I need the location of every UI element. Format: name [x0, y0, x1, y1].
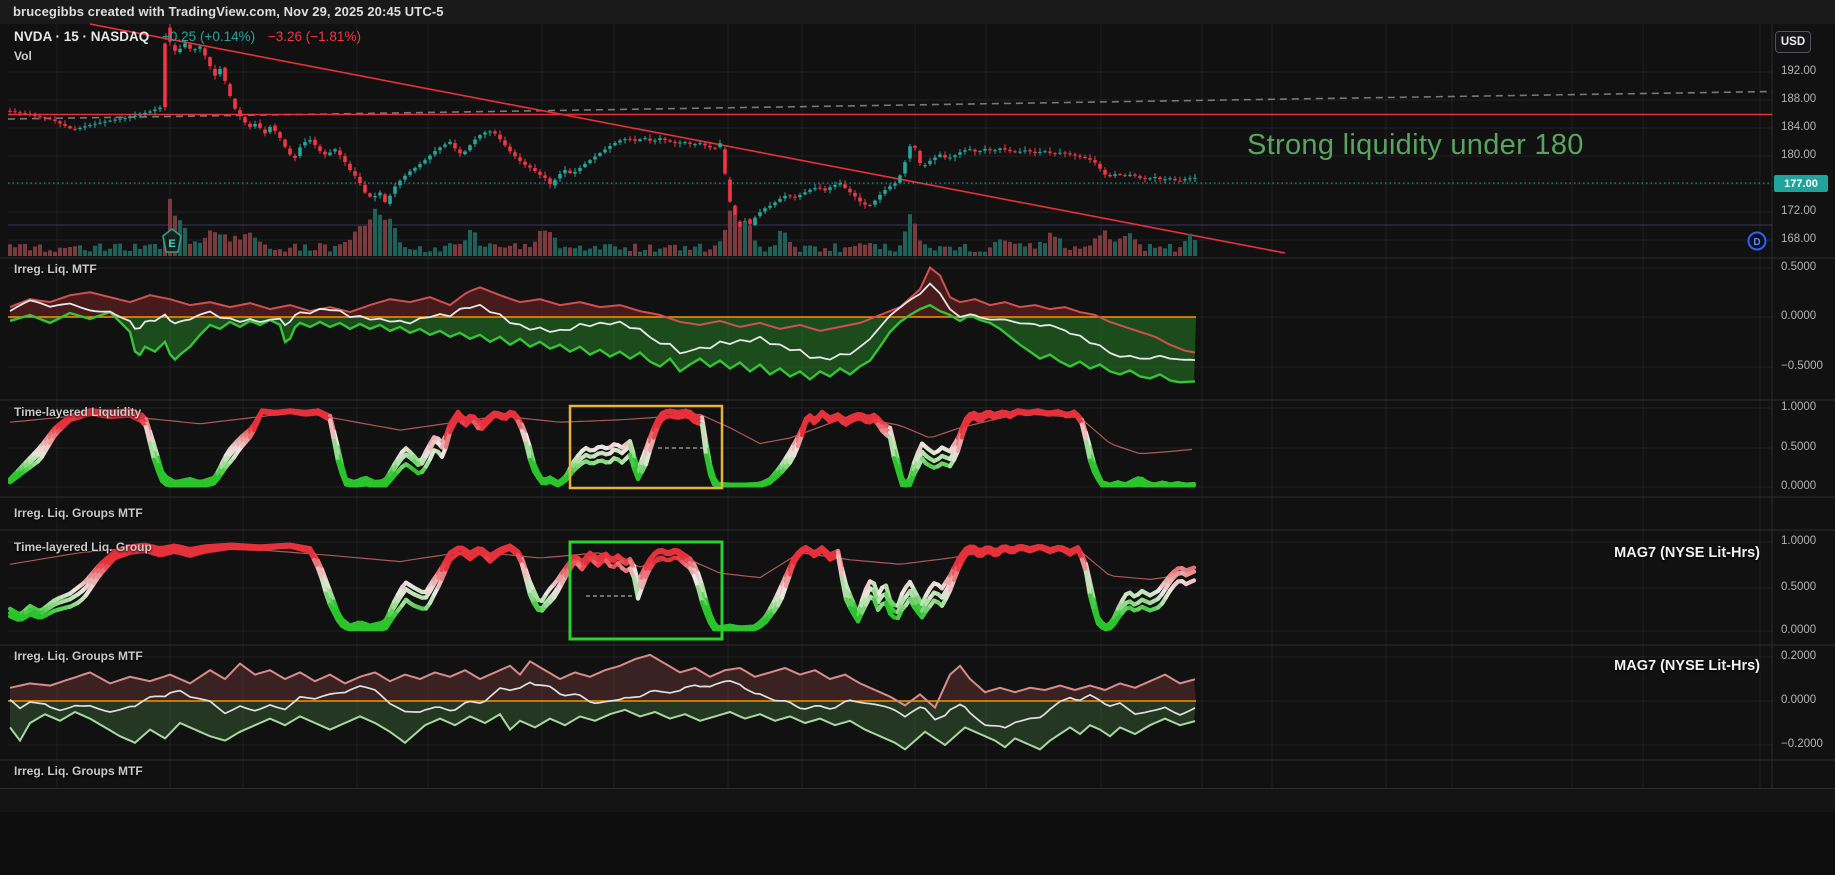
pane-title-irreg-liq-groups-mtf-2[interactable]: Irreg. Liq. Groups MTF: [14, 649, 143, 663]
svg-text:E: E: [168, 238, 175, 250]
price-scale-label: −0.2000: [1781, 738, 1823, 750]
footer-bar: TradingView: [0, 812, 1835, 875]
price-scale-label: 180.00: [1781, 149, 1817, 161]
dividend-marker[interactable]: D: [1747, 231, 1767, 251]
volume-bars: [8, 198, 1197, 256]
current-price-badge: 177.00: [1774, 175, 1828, 192]
symbol-title: NVDA · 15 · NASDAQ: [14, 29, 150, 44]
svg-text:D: D: [1753, 237, 1760, 248]
price-scale-label: 0.5000: [1781, 441, 1817, 453]
group-label-mag7-1: MAG7 (NYSE Lit-Hrs): [1614, 545, 1760, 561]
attribution-text: brucegibbs created with TradingView.com,…: [13, 4, 444, 19]
price-scale-label: −0.5000: [1781, 360, 1823, 372]
day-change: −3.26 (−1.81%): [267, 29, 361, 44]
price-scale-label: 0.5000: [1781, 261, 1817, 273]
volume-study-label[interactable]: Vol: [14, 49, 32, 63]
descending-trendline: [89, 23, 1286, 254]
price-scale-label: 0.0000: [1781, 310, 1817, 322]
symbol-legend[interactable]: NVDA · 15 · NASDAQ +0.25 (+0.14%) −3.26 …: [14, 29, 361, 44]
price-scale-label: 1.0000: [1781, 401, 1817, 413]
session-change: +0.25 (+0.14%): [162, 29, 256, 44]
price-scale-label: 1.0000: [1781, 535, 1817, 547]
price-scale-label: 0.0000: [1781, 480, 1817, 492]
pane-title-irreg-liq-groups-mtf-3[interactable]: Irreg. Liq. Groups MTF: [14, 764, 143, 778]
pane-title-irreg-liq-mtf[interactable]: Irreg. Liq. MTF: [14, 262, 97, 276]
price-scale-label: 0.0000: [1781, 694, 1817, 706]
price-scale-label: 184.00: [1781, 121, 1817, 133]
time-scale[interactable]: 12:002012:002112:002412:002512:002612:00…: [0, 788, 1835, 813]
currency-toggle-button[interactable]: USD: [1775, 31, 1811, 53]
candles: [8, 23, 1197, 231]
pane-title-time-layered-liquidity[interactable]: Time-layered Liquidity: [14, 405, 142, 419]
group-label-mag7-2: MAG7 (NYSE Lit-Hrs): [1614, 658, 1760, 674]
earnings-marker[interactable]: E: [162, 227, 182, 253]
text-drawing-strong-liquidity[interactable]: Strong liquidity under 180: [1247, 129, 1584, 161]
price-scale-label: 0.2000: [1781, 650, 1817, 662]
pane-title-irreg-liq-groups-mtf-1[interactable]: Irreg. Liq. Groups MTF: [14, 506, 143, 520]
yellow-rectangle-drawing[interactable]: [568, 404, 724, 490]
price-scale-label: 188.00: [1781, 93, 1817, 105]
price-scale-label: 168.00: [1781, 233, 1817, 245]
price-scale-label: 192.00: [1781, 65, 1817, 77]
price-scale-label: 0.5000: [1781, 581, 1817, 593]
price-scale-label: 0.0000: [1781, 624, 1817, 636]
pane-title-time-layered-liq-group[interactable]: Time-layered Liq. Group: [14, 540, 152, 554]
attribution-bar: brucegibbs created with TradingView.com,…: [0, 0, 1835, 24]
green-rectangle-drawing[interactable]: [568, 540, 724, 641]
price-scale-label: 172.00: [1781, 205, 1817, 217]
